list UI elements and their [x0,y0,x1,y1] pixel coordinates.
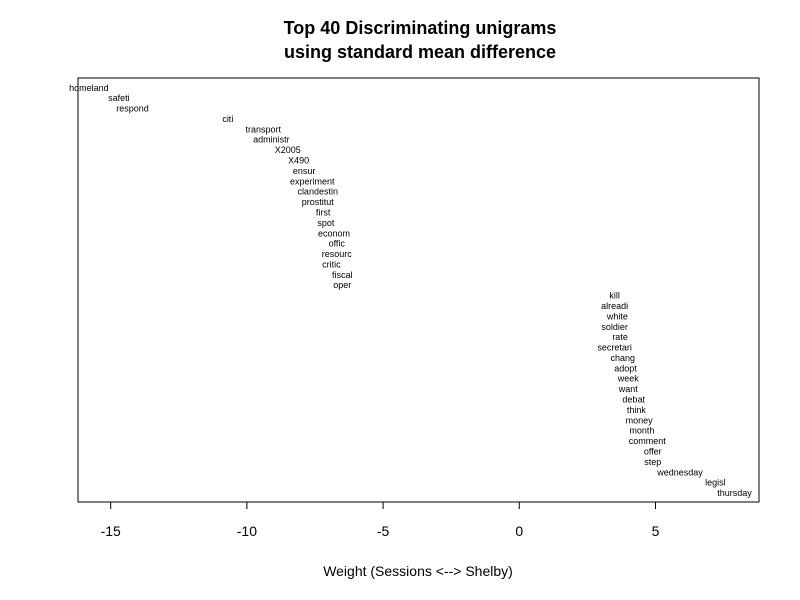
word-point: prostitut [302,197,335,207]
word-point: month [629,426,654,436]
word-point: oper [333,280,351,290]
word-point: econom [318,228,350,238]
word-point: respond [116,104,149,114]
word-point: comment [629,436,667,446]
word-point: white [606,311,628,321]
word-point: soldier [601,322,628,332]
word-point: X490 [288,156,309,166]
x-axis-tick-label: -10 [237,523,257,539]
word-point: resourc [322,249,353,259]
word-point: administr [253,135,290,145]
word-point: money [626,415,654,425]
chart-title: Top 40 Discriminating unigrams [284,18,557,38]
word-point: rate [612,332,628,342]
word-point: think [627,405,647,415]
word-point: ensur [293,166,316,176]
word-point: step [644,457,661,467]
word-point: X2005 [275,145,301,155]
word-point: first [316,207,331,217]
word-point: safeti [108,93,130,103]
word-point: wednesday [656,467,703,477]
chart-subtitle: using standard mean difference [284,42,556,62]
word-point: week [617,374,640,384]
word-point: spot [317,218,335,228]
word-point: want [618,384,639,394]
x-axis-tick-label: 0 [515,523,523,539]
x-axis-tick-label: -15 [101,523,121,539]
word-point: clandestin [297,187,338,197]
word-point: offer [644,446,662,456]
word-point: adopt [614,363,637,373]
word-point: experiment [290,176,335,186]
x-axis-tick-label: 5 [652,523,660,539]
word-point: critic [322,259,341,269]
x-axis-tick-label: -5 [377,523,390,539]
word-point: debat [622,395,645,405]
word-point: secretari [597,343,632,353]
word-point: fiscal [332,270,353,280]
word-point: citi [222,114,233,124]
word-point: alreadi [601,301,628,311]
x-axis-label: Weight (Sessions <--> Shelby) [323,563,513,579]
word-point: legisl [705,478,726,488]
word-point: homeland [69,83,109,93]
word-point: offic [329,239,346,249]
x-axis: -15 -10 -5 0 5 [101,501,660,539]
word-point: kill [609,291,620,301]
word-point: chang [611,353,636,363]
word-point: thursday [717,488,752,498]
word-point: transport [245,124,281,134]
